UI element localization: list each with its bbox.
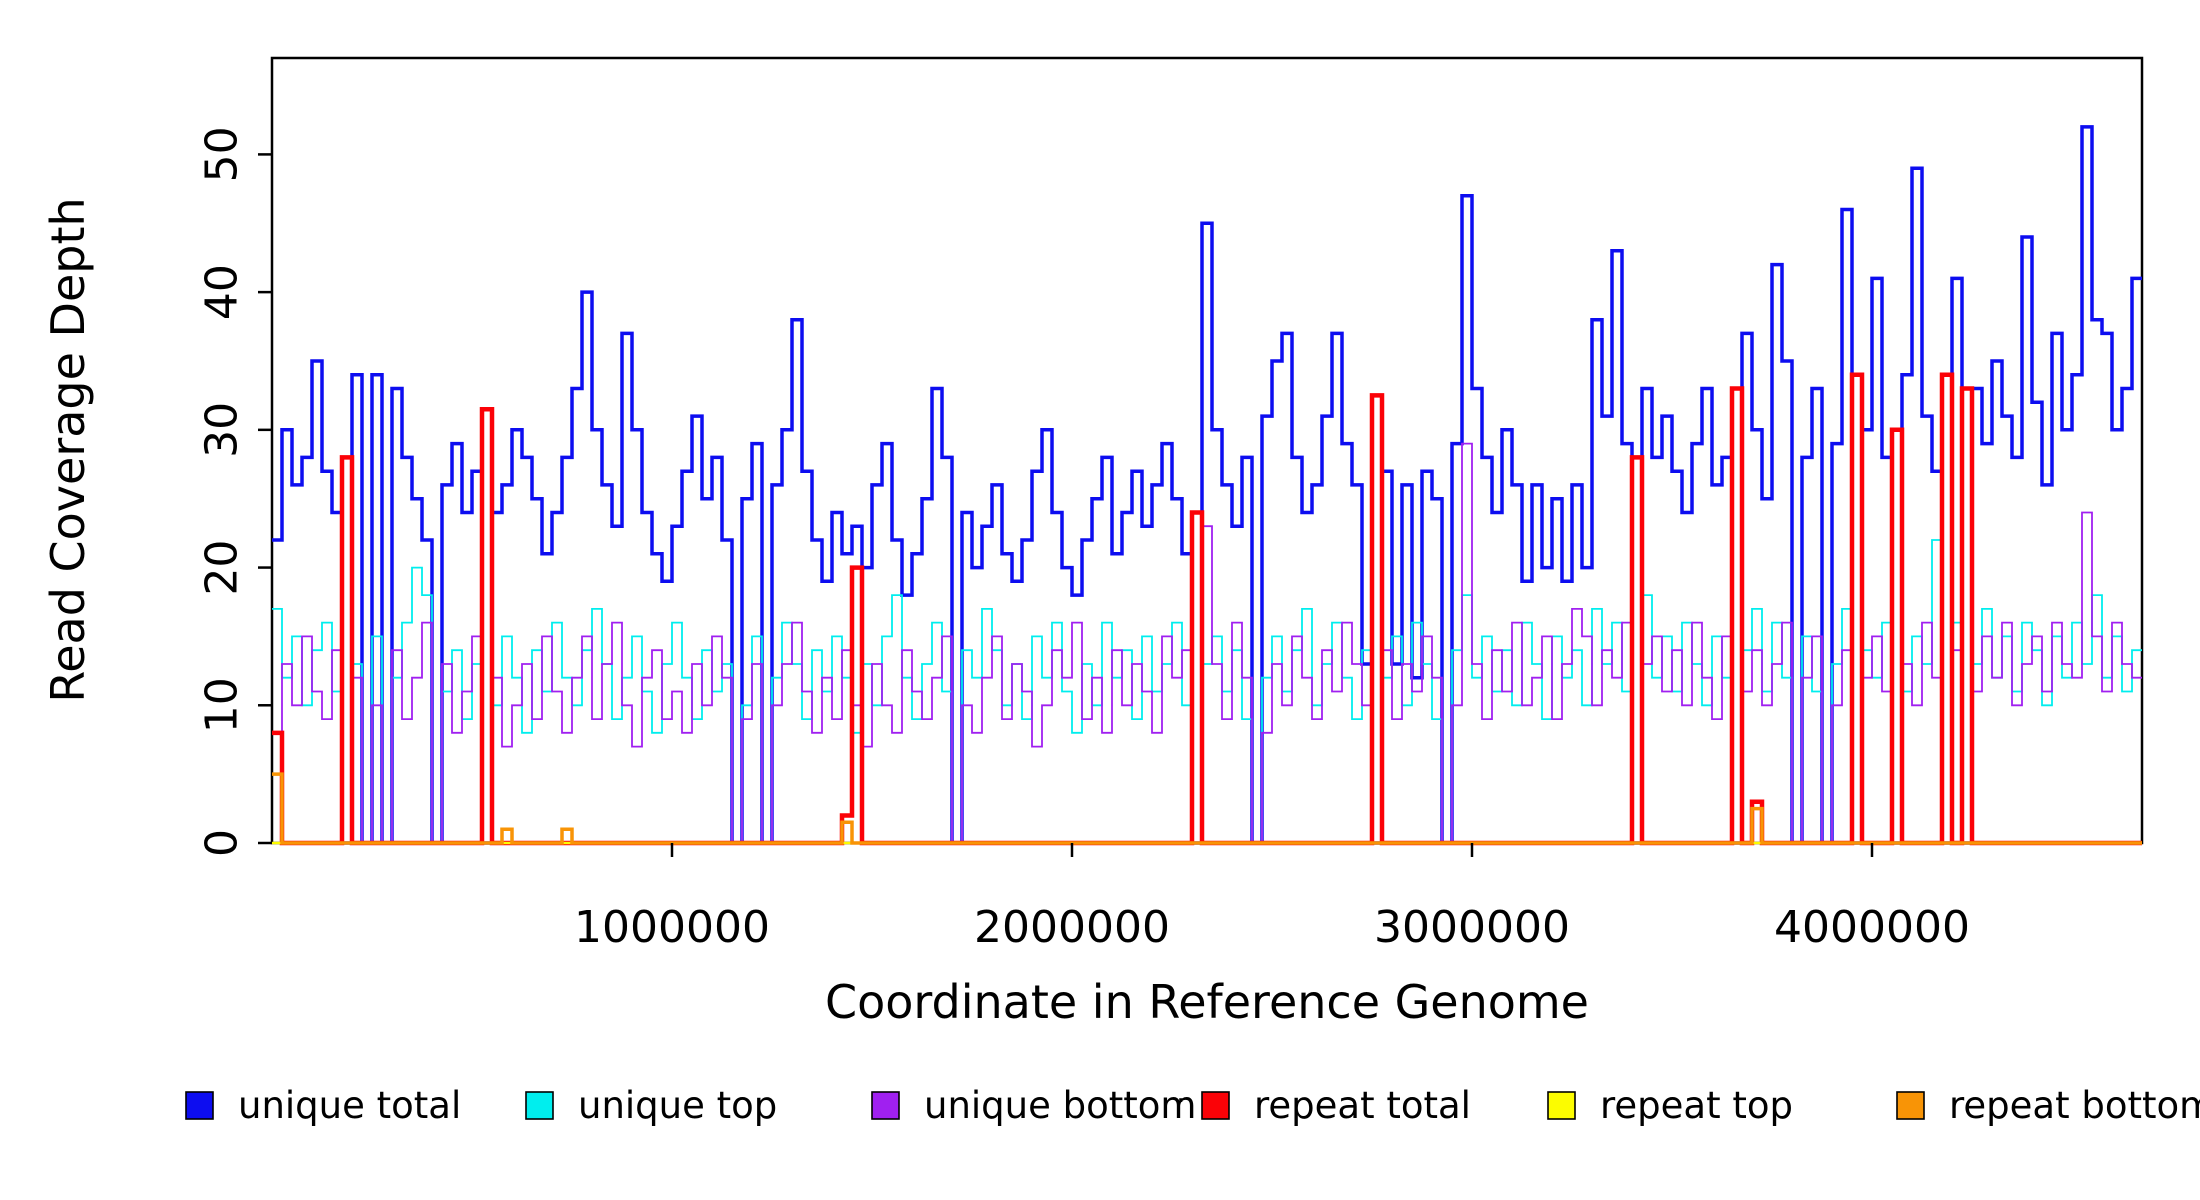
- legend-swatch-unique-total: [185, 1091, 214, 1120]
- legend-swatch-repeat-total: [1201, 1091, 1230, 1120]
- legend-label-repeat-bottom: repeat bottom: [1949, 1084, 2200, 1127]
- legend-swatch-repeat-top: [1547, 1091, 1576, 1120]
- series-group: [272, 125, 2142, 846]
- legend-label-unique-bottom: unique bottom: [924, 1084, 1196, 1127]
- series-repeat-total: [272, 372, 2142, 846]
- legend-label-unique-total: unique total: [238, 1084, 461, 1127]
- legend-label-repeat-top: repeat top: [1600, 1084, 1793, 1127]
- y-axis-ticks: 0 10 20 30 40 50: [197, 126, 272, 857]
- y-tick-label: 0: [197, 829, 248, 857]
- legend-swatch-unique-top: [525, 1091, 554, 1120]
- legend-label-repeat-total: repeat total: [1254, 1084, 1471, 1127]
- x-axis-ticks: 1000000 2000000 3000000 4000000: [574, 843, 1970, 953]
- legend: unique total unique top unique bottom repea…: [185, 1084, 2200, 1127]
- x-axis-title: Coordinate in Reference Genome: [825, 975, 1589, 1029]
- series-repeat-bottom: [272, 772, 2142, 845]
- x-tick-label: 1000000: [574, 902, 770, 953]
- stray-mark: .: [1176, 1075, 1186, 1110]
- legend-label-unique-top: unique top: [578, 1084, 777, 1127]
- x-tick-label: 3000000: [1374, 902, 1570, 953]
- y-tick-label: 20: [197, 540, 248, 596]
- x-tick-label: 2000000: [974, 902, 1170, 953]
- y-axis-title: Read Coverage Depth: [41, 197, 95, 702]
- legend-swatch-unique-bottom: [871, 1091, 900, 1120]
- y-tick-label: 30: [197, 402, 248, 458]
- x-tick-label: 4000000: [1774, 902, 1970, 953]
- y-tick-label: 50: [197, 126, 248, 182]
- y-tick-label: 40: [197, 264, 248, 320]
- y-tick-label: 10: [197, 677, 248, 733]
- legend-swatch-repeat-bottom: [1896, 1091, 1925, 1120]
